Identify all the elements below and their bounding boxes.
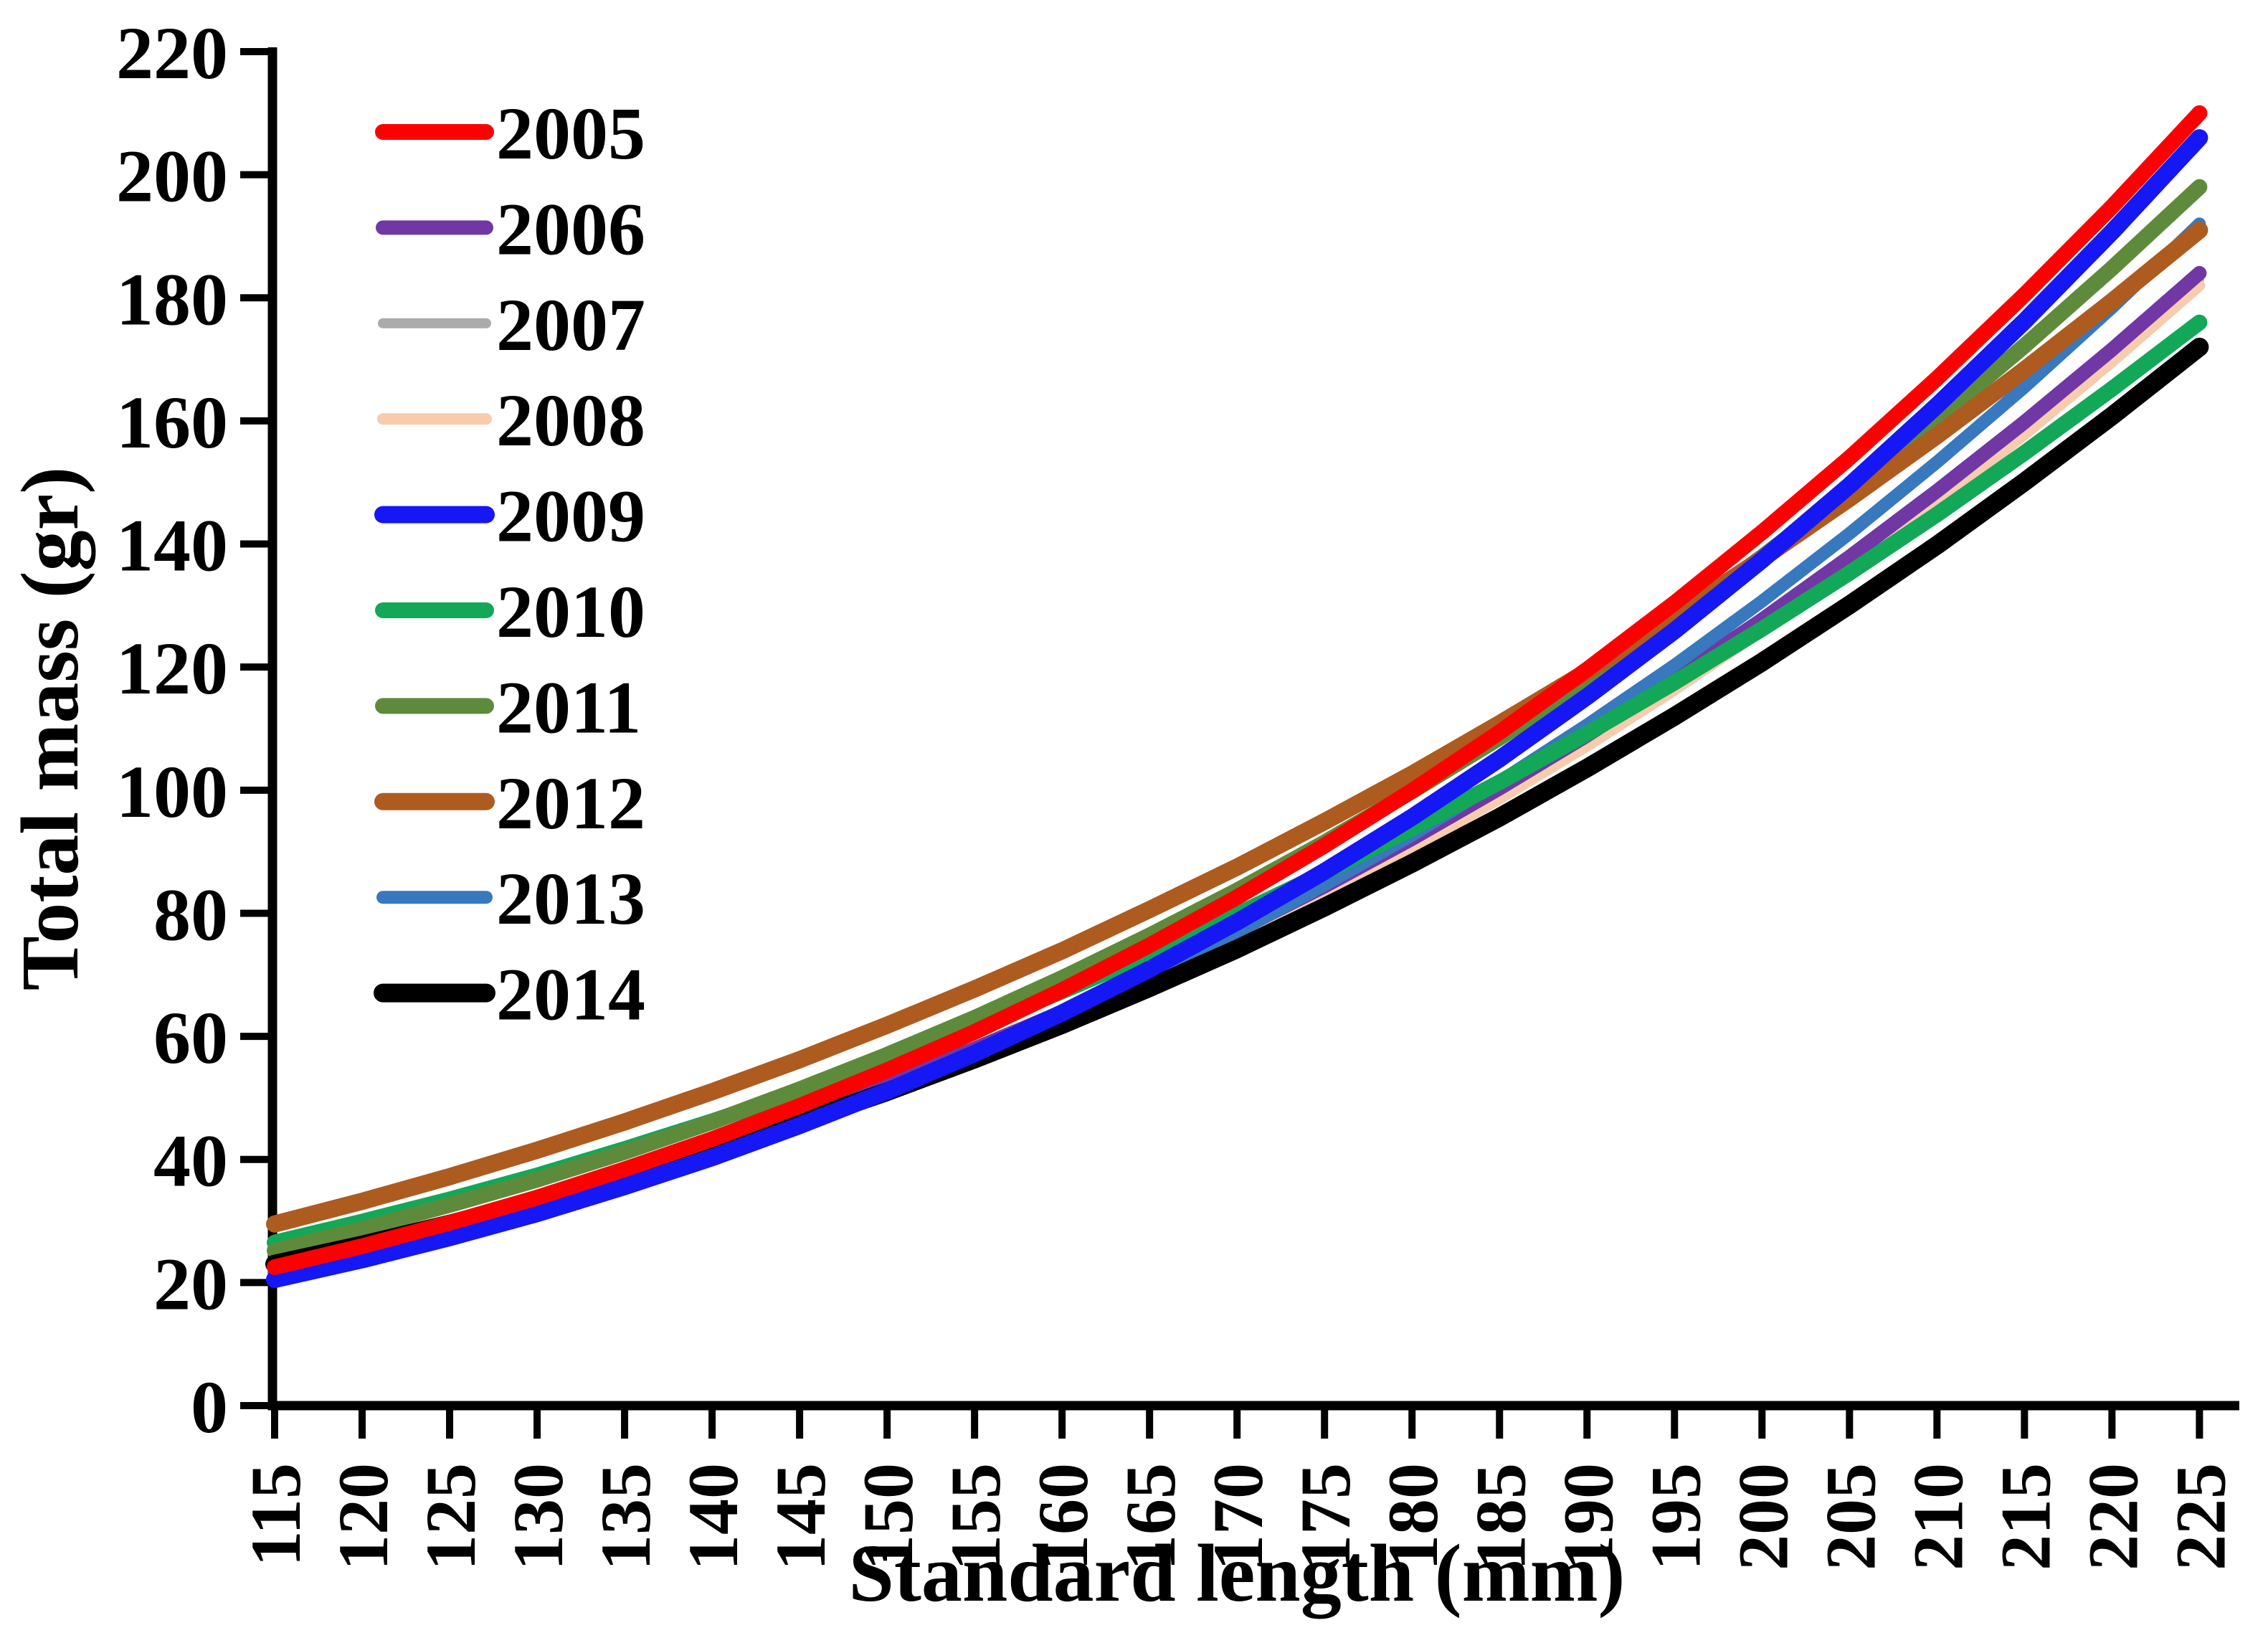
x-tick-label: 125 (411, 1463, 490, 1571)
x-tick-label: 140 (673, 1463, 753, 1571)
legend-label-2013: 2013 (496, 858, 645, 940)
x-tick-label: 185 (1461, 1463, 1540, 1571)
y-axis-title: Total mass (gr) (4, 467, 95, 990)
x-tick-label: 170 (1198, 1463, 1278, 1571)
x-tick-label: 130 (498, 1463, 578, 1571)
x-tick-label: 145 (761, 1463, 840, 1571)
legend-label-2014: 2014 (496, 954, 645, 1036)
y-axis-ticks: 0 20 40 60 80 100 120 140 160 180 200 220 (116, 12, 272, 1449)
legend-label-2006: 2006 (496, 188, 645, 270)
legend-item-2006: 2006 (376, 188, 645, 270)
x-tick-label: 120 (323, 1463, 403, 1571)
x-tick-label: 160 (1023, 1463, 1103, 1571)
y-tick-label: 220 (116, 12, 228, 95)
legend-item-2011: 2011 (375, 666, 641, 749)
y-tick-label: 40 (153, 1120, 228, 1203)
legend-label-2007: 2007 (496, 284, 645, 366)
series-line-2005 (267, 105, 2208, 1275)
y-tick-label: 0 (191, 1366, 228, 1449)
x-tick-label: 205 (1811, 1463, 1890, 1571)
legend-label-2011: 2011 (496, 666, 641, 749)
x-tick-label: 195 (1636, 1463, 1715, 1571)
y-tick-label: 60 (153, 997, 228, 1079)
y-tick-label: 160 (116, 382, 228, 464)
axes (267, 47, 2239, 1411)
legend-item-2009: 2009 (374, 475, 645, 558)
legend-label-2010: 2010 (496, 571, 645, 653)
legend-item-2008: 2008 (377, 379, 645, 462)
x-tick-label: 220 (2073, 1463, 2153, 1571)
legend-label-2012: 2012 (496, 762, 645, 845)
x-tick-label: 135 (586, 1463, 665, 1571)
legend-item-2005: 2005 (375, 93, 645, 175)
series-lines (265, 105, 2209, 1289)
legend-label-2009: 2009 (496, 475, 645, 558)
x-tick-label: 115 (236, 1463, 315, 1566)
x-tick-label: 200 (1723, 1463, 1803, 1571)
y-tick-label: 80 (153, 873, 228, 956)
y-tick-label: 140 (116, 505, 228, 587)
x-tick-label: 155 (936, 1463, 1015, 1571)
legend: 2005 2006 2007 2008 2009 2010 2011 2012 2013 2014 (374, 93, 645, 1036)
x-tick-label: 165 (1111, 1463, 1190, 1571)
y-tick-label: 100 (116, 751, 228, 833)
legend-item-2007: 2007 (378, 284, 645, 366)
series-line-2012 (266, 221, 2208, 1233)
x-tick-label: 150 (848, 1463, 928, 1571)
legend-item-2010: 2010 (375, 571, 645, 653)
x-tick-label: 225 (2160, 1463, 2240, 1571)
x-axis-title: Standard length (mm) (848, 1528, 1625, 1619)
y-tick-label: 120 (116, 628, 228, 710)
x-axis-ticks: 115 120 125 130 135 140 145 150 155 160 165 170 175 1… (236, 1406, 2240, 1571)
x-tick-label: 190 (1548, 1463, 1628, 1571)
x-tick-label: 180 (1373, 1463, 1453, 1571)
legend-item-2013: 2013 (376, 858, 645, 940)
x-tick-label: 175 (1286, 1463, 1365, 1571)
y-tick-label: 200 (116, 136, 228, 218)
legend-item-2012: 2012 (374, 762, 645, 845)
series-line-2009 (266, 129, 2208, 1289)
y-tick-label: 20 (153, 1243, 228, 1325)
y-tick-label: 180 (116, 258, 228, 341)
legend-label-2005: 2005 (496, 93, 645, 175)
x-tick-label: 215 (1985, 1463, 2065, 1571)
x-tick-label: 210 (1898, 1463, 1978, 1571)
legend-item-2014: 2014 (374, 954, 645, 1036)
legend-label-2008: 2008 (496, 379, 645, 462)
